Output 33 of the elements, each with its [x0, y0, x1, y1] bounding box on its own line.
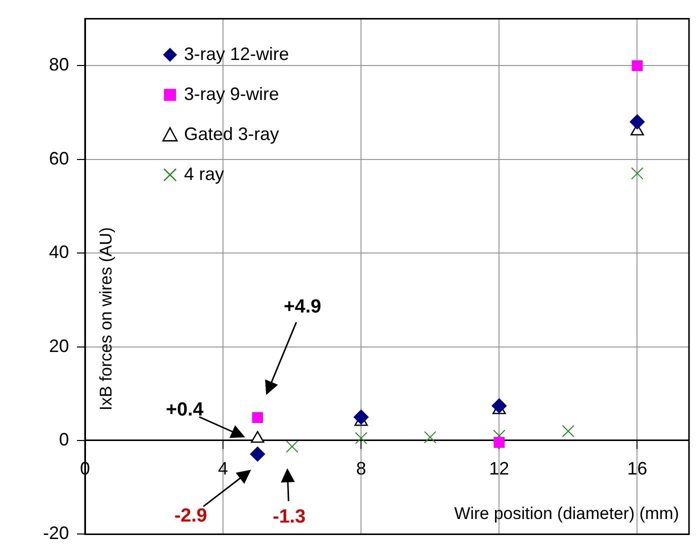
- x-tick-label: 16: [627, 458, 648, 478]
- point: [286, 440, 298, 453]
- x-tick-label: 8: [356, 458, 366, 478]
- point: [493, 430, 506, 442]
- x-tick-label: 4: [218, 458, 228, 478]
- y-tick-label: 0: [58, 429, 69, 450]
- y-tick-label: -20: [42, 523, 69, 544]
- point: [354, 410, 369, 425]
- point: [631, 167, 644, 180]
- y-tick-label: 80: [48, 54, 69, 75]
- y-tick-label: 60: [48, 148, 69, 168]
- point: [562, 424, 574, 438]
- y-tick-label: 20: [48, 336, 69, 356]
- x-axis-title: Wire position (diameter) (mm): [454, 504, 679, 523]
- point: [250, 446, 266, 462]
- legend-label: Gated 3-ray: [184, 124, 280, 144]
- point: [354, 432, 368, 444]
- annotation: -1.3: [272, 506, 306, 528]
- point: [494, 436, 505, 448]
- point: [630, 114, 645, 130]
- y-axis-title: IxB forces on wires (AU): [96, 227, 116, 410]
- annotation: +0.4: [166, 400, 204, 421]
- legend-label: 4 ray: [184, 164, 224, 184]
- x-tick-label: 12: [489, 458, 510, 478]
- legend-label: 3-ray 12-wire: [184, 44, 290, 64]
- point: [252, 412, 264, 423]
- y-tick-label: 40: [48, 242, 69, 262]
- point: [424, 431, 436, 444]
- legend-label: 3-ray 9-wire: [184, 84, 280, 104]
- annotation: +4.9: [284, 296, 322, 318]
- annotation: -2.9: [174, 505, 208, 526]
- point: [492, 398, 507, 414]
- point: [632, 60, 643, 72]
